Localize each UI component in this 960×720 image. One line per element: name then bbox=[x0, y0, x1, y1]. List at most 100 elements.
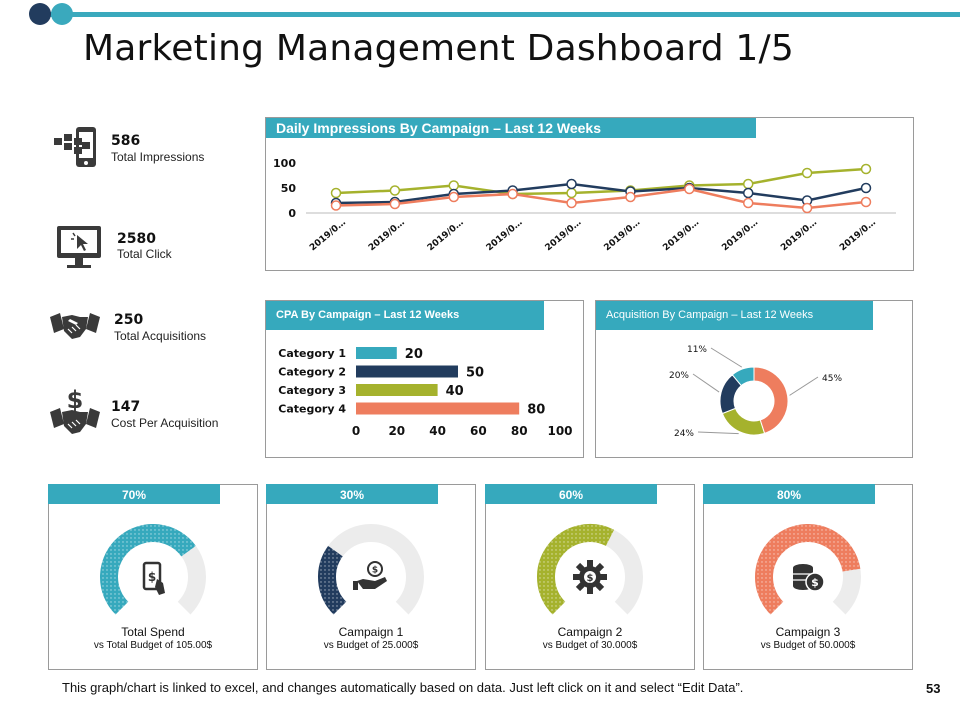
bar bbox=[356, 402, 520, 415]
line-point bbox=[860, 163, 872, 175]
line-series-1 bbox=[335, 167, 867, 196]
donut-slice-label: 11% bbox=[687, 345, 707, 355]
mobile-tap-icon bbox=[54, 127, 96, 167]
line-point bbox=[742, 187, 754, 199]
bar-category-label: Category 2 bbox=[278, 366, 346, 379]
svg-text:$: $ bbox=[148, 570, 156, 584]
bar-value-label: 80 bbox=[527, 403, 545, 418]
donut-leader-line bbox=[710, 347, 743, 368]
gauge-title: Campaign 1 bbox=[338, 625, 404, 639]
x-tick-label: 40 bbox=[429, 424, 446, 438]
gauge-percent-label: 30% bbox=[266, 484, 438, 504]
line-point bbox=[389, 185, 401, 196]
line-point bbox=[566, 178, 577, 190]
x-tick-label: 60 bbox=[470, 424, 487, 438]
line-point bbox=[566, 187, 577, 199]
x-tick-label: 2019/0… bbox=[603, 218, 643, 254]
bar-value-label: 40 bbox=[446, 384, 464, 399]
line-point bbox=[742, 178, 754, 190]
x-tick-label: 2019/0… bbox=[485, 218, 525, 254]
x-tick-label: 2019/0… bbox=[367, 218, 407, 254]
kpi-acquisitions-value: 250 bbox=[114, 312, 144, 328]
svg-text:$: $ bbox=[811, 576, 819, 589]
donut-leader-line bbox=[789, 376, 819, 396]
gauge-fill bbox=[537, 524, 615, 615]
gauge-percent-label: 80% bbox=[703, 484, 875, 504]
gauge-chart: $ bbox=[318, 524, 424, 615]
gauge-title: Total Spend bbox=[121, 625, 185, 639]
donut-slice-label: 45% bbox=[822, 374, 842, 384]
kpi-cpa-value: 147 bbox=[111, 399, 141, 415]
line-point bbox=[448, 191, 460, 203]
donut-slice-label: 20% bbox=[669, 371, 689, 381]
gauge-chart: $ bbox=[755, 524, 861, 615]
line-point bbox=[684, 183, 695, 195]
line-point bbox=[507, 188, 518, 200]
svg-text:$: $ bbox=[587, 573, 594, 584]
bar-category-label: Category 4 bbox=[278, 403, 346, 416]
line-point bbox=[330, 187, 342, 199]
svg-text:$: $ bbox=[67, 386, 84, 414]
line-point bbox=[801, 202, 813, 214]
x-tick-label: 2019/0… bbox=[838, 218, 878, 254]
gauge-fill bbox=[318, 545, 347, 615]
x-tick-label: 2019/0… bbox=[779, 218, 819, 254]
gauge-card-2 bbox=[266, 484, 476, 670]
donut-slice bbox=[721, 407, 766, 436]
line-point bbox=[330, 200, 342, 211]
line-point bbox=[389, 198, 401, 210]
line-series-2 bbox=[335, 182, 867, 205]
acquisition-panel-title: Acquisition By Campaign – Last 12 Weeks bbox=[596, 301, 873, 330]
page-title: Marketing Management Dashboard 1/5 bbox=[83, 28, 794, 69]
kpi-clicks bbox=[55, 223, 105, 278]
top-accent-line bbox=[48, 12, 960, 17]
handshake-icon bbox=[50, 313, 100, 339]
donut-slice bbox=[731, 366, 755, 387]
kpi-cpa: $ bbox=[50, 386, 100, 441]
gauge-percent-label: 60% bbox=[485, 484, 657, 504]
svg-text:$: $ bbox=[372, 566, 378, 576]
kpi-acquisitions-label: Total Acquisitions bbox=[114, 329, 207, 343]
bar-value-label: 20 bbox=[405, 347, 423, 362]
gauge-chart: $ bbox=[100, 524, 206, 615]
line-point bbox=[860, 196, 872, 208]
bar-value-label: 50 bbox=[466, 366, 484, 381]
x-tick-label: 2019/0… bbox=[720, 218, 760, 254]
line-point bbox=[742, 197, 754, 209]
gauge-fill bbox=[755, 524, 861, 615]
gauge-chart: $ bbox=[537, 524, 643, 615]
gauge-subtitle: vs Budget of 50.000$ bbox=[760, 640, 856, 651]
x-tick-label: 2019/0… bbox=[544, 218, 584, 254]
bar-category-label: Category 3 bbox=[278, 384, 346, 397]
acquisition-panel: Acquisition By Campaign – Last 12 Weeks … bbox=[595, 300, 913, 458]
line-point bbox=[801, 167, 813, 179]
impressions-line-chart[interactable]: 0 50 100 2019/0… 2019/0… 2019/0… 2019/0… 2019/0… bbox=[266, 138, 913, 270]
gear-dollar-icon: $ bbox=[573, 560, 607, 594]
line-series-3 bbox=[335, 187, 867, 210]
acquisition-donut-chart[interactable]: 45% 24% 20% 11% bbox=[596, 331, 912, 457]
y-tick-label: 0 bbox=[288, 207, 296, 220]
gauge-card-1 bbox=[48, 484, 258, 670]
cpa-bar-chart[interactable]: Category 1 20 Category 2 50 Category 3 40 Cate… bbox=[266, 331, 583, 457]
gauge-title: Campaign 3 bbox=[775, 625, 841, 639]
accent-dot-teal bbox=[51, 3, 73, 25]
donut-slice-label: 24% bbox=[674, 429, 694, 439]
gauge-subtitle: vs Budget of 30.000$ bbox=[542, 640, 638, 651]
kpi-clicks-value: 2580 bbox=[117, 231, 156, 247]
x-tick-label: 2019/0… bbox=[426, 218, 466, 254]
kpi-impressions-value: 586 bbox=[111, 133, 141, 149]
accent-dot-navy bbox=[29, 3, 51, 25]
kpi-clicks-label: Total Click bbox=[117, 247, 172, 261]
bar bbox=[356, 347, 397, 359]
bar bbox=[356, 365, 458, 378]
gauge-percent-label: 70% bbox=[48, 484, 220, 504]
gauge-title: Campaign 2 bbox=[557, 625, 623, 639]
x-tick-label: 80 bbox=[511, 424, 528, 438]
coins-dollar-icon: $ bbox=[793, 564, 825, 592]
cpa-panel: CPA By Campaign – Last 12 Weeks Category… bbox=[265, 300, 584, 458]
footer-note: This graph/chart is linked to excel, and… bbox=[62, 680, 744, 695]
impressions-panel-title: Daily Impressions By Campaign – Last 12 … bbox=[266, 118, 756, 138]
page-number: 53 bbox=[926, 681, 941, 696]
line-point bbox=[448, 180, 460, 191]
x-tick-label: 0 bbox=[352, 424, 360, 438]
